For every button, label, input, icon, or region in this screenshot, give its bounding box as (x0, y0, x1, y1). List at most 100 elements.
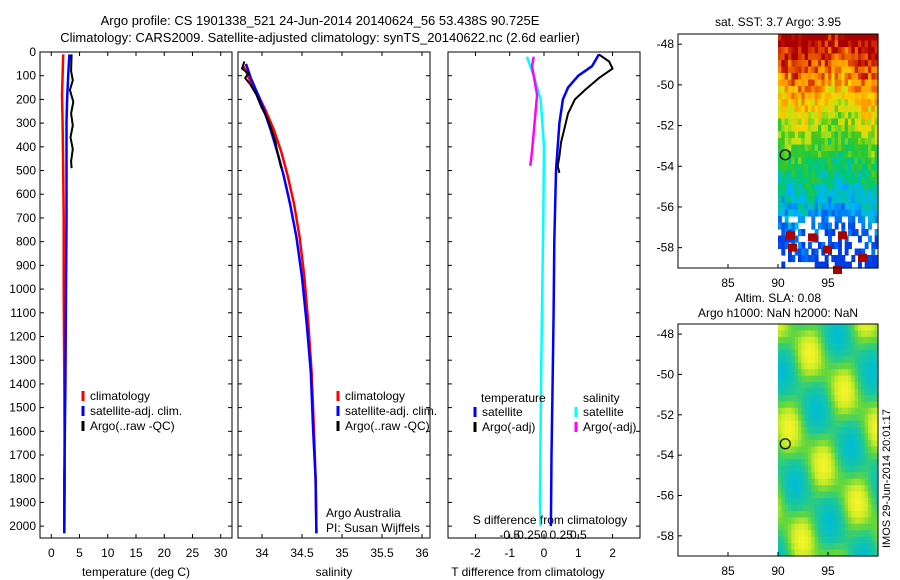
sst_map-cell (821, 34, 826, 42)
sst_map-cell (831, 131, 836, 139)
sla_map-cell (868, 324, 872, 332)
sla_map-cell (781, 498, 786, 506)
sla_map-cell (848, 394, 852, 402)
sst_map-ytick-label: -56 (657, 200, 675, 214)
sla_map-cell (808, 369, 812, 377)
sst_map-cell (798, 248, 802, 256)
sla_map-cell (854, 543, 859, 551)
sla_map-cell (874, 362, 879, 370)
sst_map-cell (874, 112, 879, 120)
diff-top-axis-label: S difference from climatology (473, 513, 628, 527)
sla_map-cell (778, 536, 782, 544)
sst_map-cell (788, 209, 792, 217)
sst_map-cell (848, 261, 852, 269)
sla_map-cell (798, 523, 802, 531)
sst_map-cell (821, 112, 826, 120)
sla_map-cell (814, 343, 819, 351)
sst_map-cell (824, 183, 829, 191)
sst_map-cell (814, 118, 819, 126)
sla_map-cell (814, 452, 819, 460)
sst_map-cell (791, 34, 796, 42)
sst_map-cell (798, 66, 802, 74)
sla_map-cell (854, 330, 859, 338)
sst_map-cell (818, 190, 822, 198)
sst_map-cell (791, 99, 796, 107)
sla_map-cell (851, 446, 856, 454)
sst_map-cell (778, 79, 782, 87)
sst_map-cell (838, 190, 842, 198)
sla_map-cell (804, 407, 809, 415)
sst_map-cell (778, 40, 782, 48)
sla_map-cell (824, 452, 829, 460)
sla_map-cell (788, 543, 792, 551)
sla_map-cell (838, 394, 842, 402)
sst_map-cell (791, 60, 796, 68)
sla_map-cell (861, 356, 866, 364)
sst_map-cell (868, 255, 872, 263)
sla_map-cell (801, 504, 806, 512)
sla_map-cell (781, 375, 786, 383)
sst_map-cell (818, 183, 822, 191)
sst_map-cell (858, 112, 862, 120)
sla_map-cell (854, 446, 859, 454)
sla_map-cell (854, 414, 859, 422)
sla_map-cell (874, 491, 879, 499)
sst_map-cell (874, 73, 879, 81)
sla_map-cell (834, 375, 839, 383)
sla_map-cell (824, 433, 829, 441)
sla_map-cell (848, 504, 852, 512)
sla_map-cell (801, 362, 806, 370)
sst_map-cell (828, 164, 832, 172)
sla_map-cell (798, 459, 802, 467)
sst_map-cell (811, 53, 816, 61)
sla_map-cell (818, 388, 822, 396)
sst_map-cell (864, 47, 869, 55)
sla_map-cell (864, 330, 869, 338)
sla_map-cell (861, 478, 866, 486)
sla_map-cell (831, 536, 836, 544)
sst_map-cell (811, 99, 816, 107)
sst_map-cell (874, 118, 879, 126)
sst_map-cell (871, 86, 876, 94)
sst_map-cell (788, 53, 792, 61)
sla_map-cell (841, 407, 846, 415)
sla_map-cell (831, 420, 836, 428)
sla_map-cell (841, 440, 846, 448)
sla_map-cell (818, 420, 822, 428)
sst_map-cell (858, 261, 862, 269)
temperature-series-argo-raw-qc- (68, 54, 75, 169)
sla_map-cell (831, 465, 836, 473)
sla_map-cell (798, 491, 802, 499)
sla_map-cell (781, 349, 786, 357)
depth-tick-label: 1900 (9, 495, 36, 509)
sla_map-cell (848, 407, 852, 415)
sst_map-cell (821, 261, 826, 269)
sst_map-cell (834, 125, 839, 133)
sla_map-cell (851, 530, 856, 538)
sla_map-cell (818, 510, 822, 518)
sst_map-cell (818, 86, 822, 94)
sst_map-cell (814, 60, 819, 68)
sst_map-cell (844, 66, 849, 74)
sla_map-cell (834, 388, 839, 396)
sla_map-cell (798, 349, 802, 357)
sst_map-cell (798, 151, 802, 159)
sst_map-cell (814, 66, 819, 74)
sla_map-cell (794, 382, 799, 390)
sla_map-cell (874, 433, 879, 441)
depth-tick-label: 100 (16, 69, 36, 83)
sla_map-cell (811, 388, 816, 396)
sla_map-cell (784, 549, 789, 557)
sla_map-cell (874, 401, 879, 409)
sst_map-cell (804, 196, 809, 204)
sst_map-cell (848, 144, 852, 152)
sla_map-cell (811, 452, 816, 460)
sst_map-cell (818, 73, 822, 81)
sst_map-cell (844, 209, 849, 217)
sla_map-cell (781, 388, 786, 396)
sst_map-cell (858, 47, 862, 55)
sst_map-cell (868, 73, 872, 81)
sst_map-cell (838, 209, 842, 217)
sst_map-cell (811, 203, 816, 211)
sst_map-cell (801, 164, 806, 172)
